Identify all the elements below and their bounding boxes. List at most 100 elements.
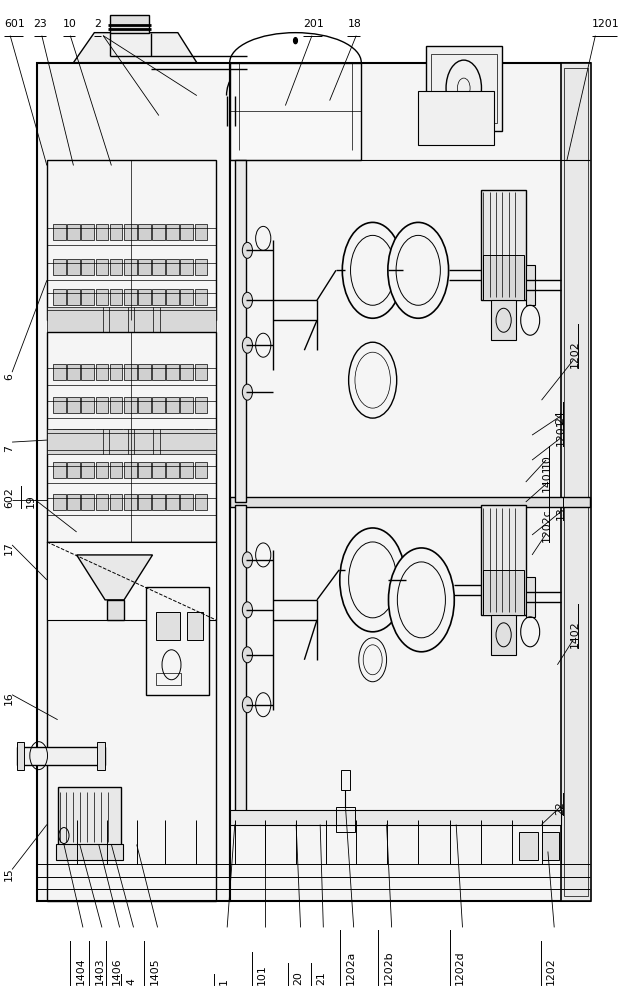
Bar [37, 63, 230, 901]
Text: 1406: 1406 [112, 958, 121, 985]
Bar [526, 577, 535, 617]
Bar [152, 259, 165, 275]
Circle shape [349, 342, 397, 418]
Bar [82, 462, 94, 478]
Bar [235, 505, 246, 820]
Text: 7: 7 [4, 445, 14, 452]
Bar [166, 259, 179, 275]
Text: 1202d: 1202d [455, 951, 465, 985]
Bar [230, 63, 590, 901]
Bar [230, 63, 361, 160]
Bar [152, 429, 165, 445]
Bar [107, 600, 124, 620]
Bar [564, 68, 588, 896]
Bar [146, 587, 209, 695]
Text: 6: 6 [4, 373, 14, 380]
Text: 101: 101 [257, 965, 267, 985]
Bar [56, 844, 123, 859]
Bar [418, 91, 494, 145]
Bar [166, 429, 179, 445]
Bar [156, 673, 181, 685]
Bar [152, 494, 165, 510]
Circle shape [242, 337, 252, 353]
Bar [181, 259, 193, 275]
Bar [526, 265, 535, 305]
Bar [491, 300, 516, 340]
Bar [426, 46, 501, 131]
Bar [110, 289, 122, 305]
Bar [156, 612, 179, 640]
Text: 1202a: 1202a [346, 951, 356, 985]
Bar [96, 364, 108, 380]
Text: 1201: 1201 [555, 418, 566, 446]
Bar [181, 397, 193, 413]
Bar [67, 429, 80, 445]
Text: 1401: 1401 [541, 464, 552, 492]
Bar [138, 364, 151, 380]
Bar [16, 747, 105, 765]
Bar [152, 462, 165, 478]
Bar [124, 462, 136, 478]
Bar [195, 224, 207, 240]
Bar [82, 289, 94, 305]
Text: 17: 17 [4, 541, 14, 555]
Text: 21: 21 [316, 972, 326, 985]
Bar [124, 259, 136, 275]
Bar [181, 364, 193, 380]
Circle shape [242, 697, 252, 713]
Text: 1402: 1402 [570, 620, 580, 648]
Bar [138, 462, 151, 478]
Bar [230, 497, 590, 507]
Bar [96, 429, 108, 445]
Bar [138, 429, 151, 445]
Text: 20: 20 [293, 971, 303, 985]
Bar [195, 494, 207, 510]
Text: 10: 10 [63, 19, 77, 29]
Bar [138, 494, 151, 510]
Bar [53, 364, 66, 380]
Bar [138, 397, 151, 413]
Bar [431, 54, 496, 123]
Text: 602: 602 [4, 487, 14, 508]
Text: 16: 16 [4, 691, 14, 705]
Text: 13: 13 [555, 506, 566, 520]
Bar [166, 364, 179, 380]
Text: 23: 23 [34, 19, 48, 29]
Circle shape [242, 292, 252, 308]
Bar [67, 259, 80, 275]
Bar [166, 289, 179, 305]
Text: 1403: 1403 [94, 958, 105, 985]
Text: 1202: 1202 [546, 958, 556, 985]
Bar [67, 494, 80, 510]
Circle shape [242, 602, 252, 618]
Bar [47, 542, 216, 620]
Bar [166, 397, 179, 413]
Circle shape [342, 222, 403, 318]
Bar [53, 224, 66, 240]
Text: 1: 1 [219, 978, 229, 985]
Bar [82, 429, 94, 445]
Bar [482, 255, 524, 300]
Bar [110, 15, 149, 33]
Bar [96, 289, 108, 305]
Bar [138, 289, 151, 305]
Bar [82, 494, 94, 510]
Bar [195, 397, 207, 413]
Bar [166, 462, 179, 478]
Bar [560, 63, 591, 901]
Polygon shape [77, 555, 153, 600]
Bar [152, 224, 165, 240]
Bar [53, 494, 66, 510]
Bar [47, 542, 216, 901]
Bar [181, 289, 193, 305]
Bar [230, 810, 560, 825]
Circle shape [242, 384, 252, 400]
Circle shape [242, 647, 252, 663]
Text: 24: 24 [555, 410, 566, 424]
Bar [482, 570, 524, 615]
Bar [166, 224, 179, 240]
Circle shape [242, 242, 252, 258]
Bar [138, 224, 151, 240]
Bar [110, 224, 122, 240]
Bar [110, 462, 122, 478]
